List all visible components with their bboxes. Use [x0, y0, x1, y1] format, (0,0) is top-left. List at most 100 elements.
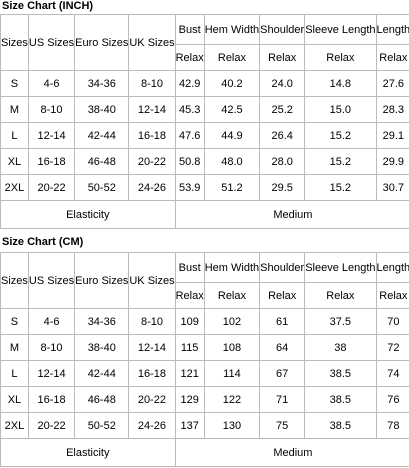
data-cell: 16-18 [27, 386, 76, 413]
data-cell: 27.6 [375, 70, 409, 97]
footer-cell: Medium [174, 438, 409, 467]
header-cell: US Sizes [27, 252, 76, 309]
data-cell: S [0, 70, 29, 97]
data-cell: XL [0, 386, 29, 413]
data-cell: M [0, 96, 29, 123]
data-cell: 38.5 [304, 386, 377, 413]
header-cell: Sizes [0, 252, 29, 309]
data-cell: 29.5 [259, 174, 306, 201]
header-cell: Shoulder [259, 14, 306, 45]
data-cell: 34-36 [74, 70, 130, 97]
data-cell: 38 [304, 334, 377, 361]
data-cell: 24-26 [128, 412, 176, 439]
subheader-cell: Relax [174, 44, 205, 71]
header-cell: Shoulder [259, 252, 306, 283]
data-cell: 20-22 [27, 412, 76, 439]
header-cell: Sleeve Length [304, 252, 377, 283]
data-cell: 29.1 [375, 122, 409, 149]
data-cell: L [0, 360, 29, 387]
data-cell: 67 [259, 360, 306, 387]
data-cell: 38.5 [304, 360, 377, 387]
data-cell: 44.9 [203, 122, 261, 149]
data-cell: 12-14 [128, 96, 176, 123]
data-cell: 20-22 [27, 174, 76, 201]
data-cell: 122 [203, 386, 261, 413]
data-row: XL 16-18 46-48 20-22 50.8 48.0 28.0 15.2 29.9 [0, 148, 409, 175]
header-cell: Sleeve Length [304, 14, 377, 45]
footer-row: Elasticity Medium [0, 200, 409, 229]
data-cell: 75 [259, 412, 306, 439]
data-cell: 38-40 [74, 334, 130, 361]
subheader-cell: Relax [259, 44, 306, 71]
data-cell: 50-52 [74, 412, 130, 439]
data-cell: 37.5 [304, 308, 377, 335]
data-cell: 47.6 [174, 122, 205, 149]
subheader-cell: Relax [203, 44, 261, 71]
data-cell: S [0, 308, 29, 335]
header-cell: Hem Width [203, 252, 261, 283]
table-title: Size Chart (CM) [2, 236, 84, 248]
size-table: Sizes US Sizes Euro Sizes UK Sizes Bust Hem W… [0, 252, 409, 467]
data-cell: 76 [375, 386, 409, 413]
data-cell: 2XL [0, 174, 29, 201]
header-cell: Bust [174, 252, 205, 283]
data-cell: 8-10 [27, 334, 76, 361]
data-cell: 42.5 [203, 96, 261, 123]
footer-cell: Medium [174, 200, 409, 229]
data-cell: 30.7 [375, 174, 409, 201]
data-cell: 64 [259, 334, 306, 361]
data-cell: L [0, 122, 29, 149]
data-cell: 61 [259, 308, 306, 335]
subheader-cell: Relax [375, 44, 409, 71]
footer-row: Elasticity Medium [0, 438, 409, 467]
data-cell: 4-6 [27, 70, 76, 97]
data-cell: 8-10 [27, 96, 76, 123]
data-cell: 129 [174, 386, 205, 413]
data-cell: 12-14 [128, 334, 176, 361]
data-cell: M [0, 334, 29, 361]
data-cell: 20-22 [128, 148, 176, 175]
data-cell: 42-44 [74, 360, 130, 387]
data-cell: 42-44 [74, 122, 130, 149]
data-cell: 42.9 [174, 70, 205, 97]
data-cell: 108 [203, 334, 261, 361]
header-cell: US Sizes [27, 14, 76, 71]
data-cell: 20-22 [128, 386, 176, 413]
data-cell: 16-18 [128, 360, 176, 387]
data-cell: 14.8 [304, 70, 377, 97]
data-cell: 34-36 [74, 308, 130, 335]
subheader-cell: Relax [304, 282, 377, 309]
data-cell: 72 [375, 334, 409, 361]
data-cell: XL [0, 148, 29, 175]
data-cell: 12-14 [27, 122, 76, 149]
subheader-cell: Relax [174, 282, 205, 309]
data-cell: 15.0 [304, 96, 377, 123]
data-cell: 26.4 [259, 122, 306, 149]
header-cell: Length [375, 14, 409, 45]
data-cell: 12-14 [27, 360, 76, 387]
data-cell: 46-48 [74, 148, 130, 175]
footer-cell: Elasticity [0, 438, 176, 467]
data-cell: 40.2 [203, 70, 261, 97]
data-cell: 46-48 [74, 386, 130, 413]
data-row: 2XL 20-22 50-52 24-26 53.9 51.2 29.5 15.2 30.7 [0, 174, 409, 201]
data-cell: 50.8 [174, 148, 205, 175]
data-cell: 28.0 [259, 148, 306, 175]
data-row: XL 16-18 46-48 20-22 129 122 71 38.5 76 [0, 386, 409, 413]
data-cell: 51.2 [203, 174, 261, 201]
data-cell: 53.9 [174, 174, 205, 201]
data-cell: 102 [203, 308, 261, 335]
data-cell: 2XL [0, 412, 29, 439]
header-row: Sizes US Sizes Euro Sizes UK Sizes Bust Hem W… [0, 14, 409, 71]
data-cell: 71 [259, 386, 306, 413]
data-cell: 130 [203, 412, 261, 439]
subheader-row: Relax Relax Relax Relax Relax [1, 44, 409, 71]
data-row: S 4-6 34-36 8-10 42.9 40.2 24.0 14.8 27.6 [0, 70, 409, 97]
header-cell: Hem Width [203, 14, 261, 45]
data-row: L 12-14 42-44 16-18 121 114 67 38.5 74 [0, 360, 409, 387]
data-row: M 8-10 38-40 12-14 45.3 42.5 25.2 15.0 28.3 [0, 96, 409, 123]
subheader-cell: Relax [304, 44, 377, 71]
header-cell: UK Sizes [128, 14, 176, 71]
data-cell: 50-52 [74, 174, 130, 201]
data-cell: 28.3 [375, 96, 409, 123]
